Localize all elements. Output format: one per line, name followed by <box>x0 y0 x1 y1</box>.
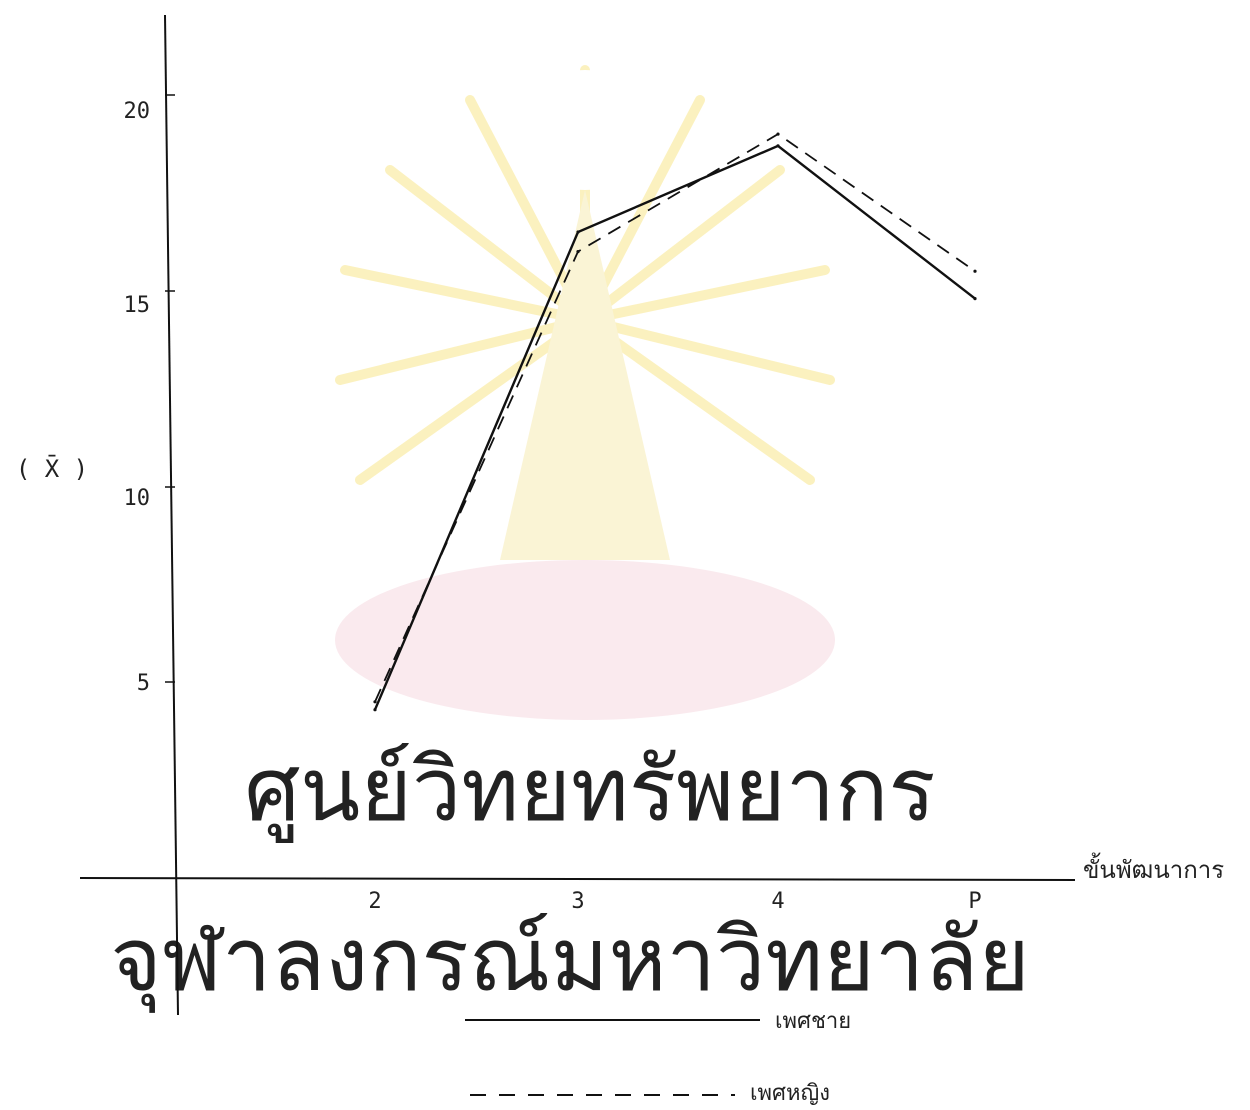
x-axis <box>79 877 1076 881</box>
data-point-male-p <box>973 297 977 301</box>
series-line-male <box>373 144 976 711</box>
university-seal-watermark <box>335 65 835 720</box>
legend-label-female: เพศหญิง <box>750 1081 830 1106</box>
x-tick-label-4: 4 <box>771 889 784 914</box>
y-axis-label: ( X̄ ) <box>16 454 88 483</box>
legend-label-male: เพศชาย <box>775 1009 851 1034</box>
watermark: ศูนย์วิทยทรัพยากร จุฬาลงกรณ์มหาวิทยาลัย <box>110 65 1030 1013</box>
series-layer <box>373 132 977 712</box>
data-point-female-3 <box>576 250 580 254</box>
x-tick-label-2: 2 <box>368 889 381 914</box>
x-tick-label-p: P <box>968 889 981 914</box>
data-point-male-2 <box>373 708 377 712</box>
watermark-line-2: จุฬาลงกรณ์มหาวิทยาลัย <box>110 908 1030 1013</box>
data-point-male-4 <box>776 144 780 148</box>
series-line-female <box>374 133 976 703</box>
x-tick-labels: 2 3 4 P <box>368 889 981 914</box>
watermark-line-1: ศูนย์วิทยทรัพยากร <box>244 738 935 843</box>
y-ticks <box>165 94 175 683</box>
y-tick-label-20: 20 <box>124 99 151 124</box>
legend: เพศชาย เพศหญิง <box>465 1009 851 1106</box>
y-tick-label-10: 10 <box>124 486 151 511</box>
data-point-female-2 <box>373 700 377 704</box>
data-point-female-4 <box>776 132 780 136</box>
data-point-female-p <box>973 269 977 273</box>
y-axis <box>164 14 179 1016</box>
y-tick-label-15: 15 <box>124 293 151 318</box>
x-axis-label: ขั้นพัฒนาการ <box>1083 852 1224 884</box>
y-tick-labels: 5 10 15 20 <box>124 99 151 696</box>
x-tick-label-3: 3 <box>571 889 584 914</box>
y-tick-label-5: 5 <box>137 671 150 696</box>
data-point-male-3 <box>576 230 580 234</box>
